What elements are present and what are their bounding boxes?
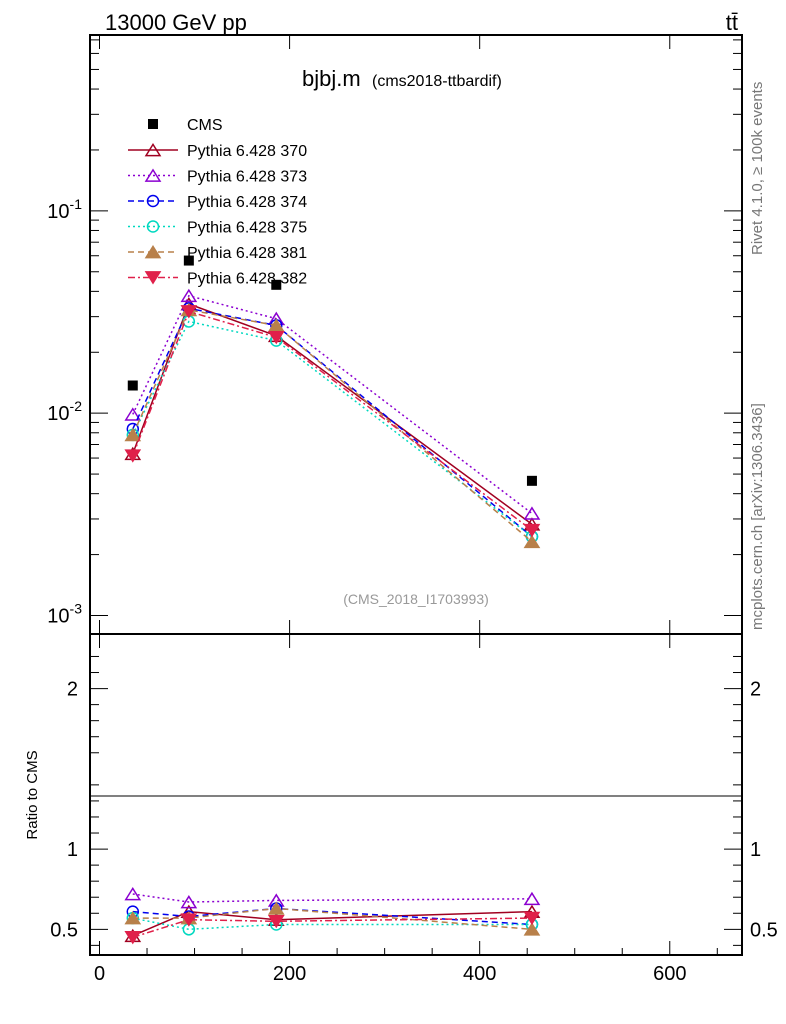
y-tick-label: 10-3 — [47, 600, 82, 627]
legend-marker — [144, 142, 162, 157]
ratio-frame — [89, 633, 743, 956]
ratio-tick-label: 1 — [67, 839, 78, 861]
series-marker-ratio — [124, 930, 142, 945]
series-marker-ratio — [267, 901, 285, 915]
series-marker-main — [124, 407, 142, 421]
legend-label: Pythia 6.428 375 — [187, 220, 307, 237]
legend-marker — [146, 220, 160, 233]
series-marker-main — [523, 523, 541, 538]
series-marker-ratio — [180, 913, 198, 927]
x-tick-label: 400 — [463, 963, 496, 985]
series-marker-ratio — [180, 895, 198, 909]
mcplots-label: mcplots.cern.ch [arXiv:1306.3436] — [749, 403, 766, 630]
legend-marker — [146, 194, 160, 208]
data-point-cms — [183, 255, 194, 266]
x-tick-label: 600 — [653, 963, 686, 985]
series-line-main — [132, 309, 533, 543]
series-marker-ratio — [124, 911, 142, 925]
y-tick-exponent: -3 — [70, 600, 83, 616]
data-point-cms — [271, 279, 282, 290]
y-tick-label: 10-2 — [47, 398, 82, 425]
data-point-cms — [127, 380, 138, 391]
ratio-tick-label: 2 — [67, 679, 78, 701]
series-marker-main — [180, 305, 198, 319]
y-tick-label: 10-1 — [47, 196, 82, 223]
legend-label-cms: CMS — [187, 117, 223, 134]
series-line-main — [132, 307, 533, 538]
legend-marker — [144, 244, 162, 259]
series-line-ratio — [132, 907, 533, 926]
ratio-tick-label: 0.5 — [50, 919, 78, 941]
series-marker-ratio — [523, 891, 541, 906]
legend-label: Pythia 6.428 374 — [187, 194, 307, 211]
series-marker-ratio — [523, 911, 541, 926]
series-line-main — [132, 303, 533, 525]
rivet-label: Rivet 4.1.0, ≥ 100k events — [749, 82, 766, 255]
series-marker-ratio — [267, 914, 285, 929]
ratio-ylabel: Ratio to CMS — [24, 750, 41, 839]
header-right: tt̄ — [726, 10, 738, 35]
series-line-main — [132, 320, 533, 538]
legend-marker-cms — [148, 119, 158, 129]
series-marker-main — [124, 449, 142, 463]
legend-label: Pythia 6.428 381 — [187, 245, 307, 262]
ratio-tick-label: 2 — [750, 679, 761, 701]
series-marker-main — [180, 288, 198, 303]
legend-marker — [144, 168, 162, 182]
x-tick-label: 200 — [273, 963, 306, 985]
series-line-main — [132, 310, 533, 531]
x-tick-label: 0 — [94, 963, 105, 985]
legend-marker — [144, 271, 162, 285]
watermark: (CMS_2018_I1703993) — [343, 591, 489, 607]
chart-subtitle: (cms2018-ttbardif) — [372, 73, 502, 90]
y-tick-exponent: -1 — [70, 196, 83, 212]
series-line-ratio — [132, 907, 533, 931]
header-left: 13000 GeV pp — [105, 10, 247, 35]
series-marker-main — [523, 534, 541, 549]
ratio-tick-label: 0.5 — [750, 919, 778, 941]
legend-label: Pythia 6.428 373 — [187, 169, 307, 186]
series-line-main — [132, 294, 533, 515]
data-point-cms — [526, 475, 537, 486]
series-line-ratio — [132, 893, 532, 903]
chart-title: bjbj.m — [302, 66, 361, 91]
legend-label: Pythia 6.428 370 — [187, 143, 307, 160]
series-marker-ratio — [523, 922, 541, 936]
series-line-ratio — [132, 910, 532, 937]
series-line-ratio — [132, 917, 532, 939]
series-marker-ratio — [124, 886, 142, 901]
series-marker-main — [267, 330, 285, 345]
ratio-tick-label: 1 — [750, 839, 761, 861]
series-marker-main — [124, 427, 142, 442]
series-marker-main — [523, 506, 541, 520]
legend-label: Pythia 6.428 382 — [187, 271, 307, 288]
y-tick-exponent: -2 — [70, 398, 83, 414]
series-line-ratio — [132, 917, 532, 931]
